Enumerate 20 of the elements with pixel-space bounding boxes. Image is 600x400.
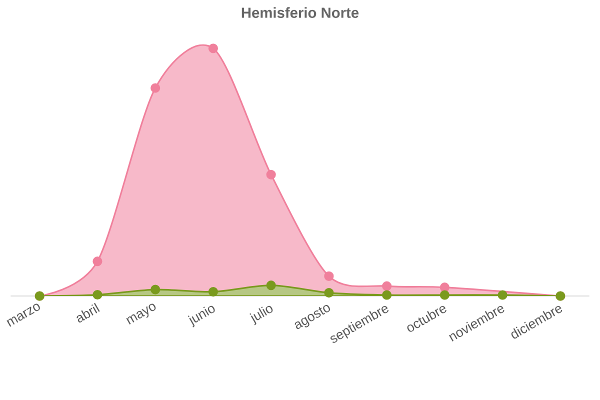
point (266, 170, 276, 180)
point (150, 284, 160, 294)
x-tick-label: mayo (126, 304, 156, 324)
x-tick-label: abril (76, 302, 100, 323)
point (266, 280, 276, 290)
point (440, 290, 450, 300)
point (324, 271, 334, 281)
point (440, 282, 450, 292)
x-tick-label: junio (188, 306, 215, 328)
point (208, 286, 218, 297)
point (92, 290, 102, 300)
point (208, 44, 218, 54)
point (150, 83, 160, 93)
point (382, 281, 392, 291)
chart-title: Hemisferio Norte (242, 7, 359, 18)
point (382, 290, 392, 300)
point (92, 256, 102, 266)
point (498, 290, 508, 300)
point (324, 288, 334, 298)
x-tick-label: julio (250, 306, 273, 326)
